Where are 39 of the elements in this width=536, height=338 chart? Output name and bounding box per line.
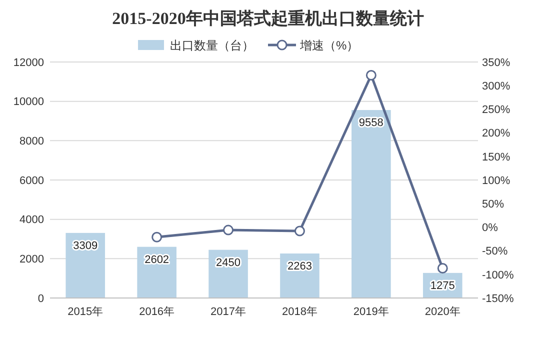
- x-tick-label: 2017年: [210, 306, 246, 318]
- y-tick-label: 10000: [13, 96, 44, 108]
- chart-title: 2015-2020年中国塔式起重机出口数量统计: [112, 9, 424, 28]
- y2-tick-label: -50%: [482, 246, 508, 258]
- y2-tick-label: 350%: [482, 56, 510, 69]
- data-label: 3309: [73, 240, 98, 252]
- y2-tick-label: -150%: [482, 292, 514, 305]
- point: [366, 70, 376, 80]
- y-tick-label: 0: [38, 292, 44, 305]
- x-tick-label: 2018年: [282, 306, 318, 318]
- y2-tick-label: 300%: [482, 80, 510, 92]
- y-tick-label: 2000: [20, 254, 44, 266]
- bar: [352, 110, 391, 298]
- y2-tick-label: -100%: [482, 269, 514, 282]
- point: [152, 232, 162, 242]
- y-tick-label: 4000: [20, 214, 44, 226]
- y-tick-label: 12000: [13, 56, 44, 69]
- data-label: 2263: [287, 260, 312, 272]
- x-tick-label: 2015年: [68, 306, 104, 318]
- legend-label: 出口数量（台）: [170, 38, 254, 53]
- x-tick-label: 2020年: [424, 306, 460, 318]
- x-tick-label: 2019年: [353, 306, 389, 318]
- legend-label: 增速（%）: [299, 38, 359, 53]
- y-tick-label: 6000: [20, 174, 44, 187]
- y-tick-label: 8000: [20, 136, 44, 148]
- data-label: 2602: [144, 254, 170, 266]
- y2-tick-label: 250%: [482, 104, 510, 116]
- y2-tick-label: 200%: [482, 128, 510, 140]
- point: [437, 263, 448, 274]
- data-label: 2450: [216, 256, 241, 269]
- y2-tick-label: 150%: [482, 151, 510, 164]
- data-label: 1275: [430, 280, 455, 292]
- point: [294, 226, 305, 236]
- x-tick-label: 2016年: [139, 306, 175, 318]
- point: [223, 224, 234, 236]
- y2-tick-label: 0%: [482, 222, 498, 234]
- y2-tick-label: 100%: [482, 174, 510, 187]
- y2-tick-label: 50%: [482, 198, 504, 210]
- data-label: 9558: [358, 117, 384, 130]
